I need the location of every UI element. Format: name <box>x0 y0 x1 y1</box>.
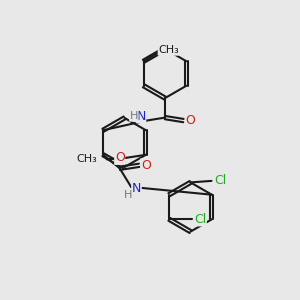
Text: Cl: Cl <box>214 174 226 188</box>
Text: N: N <box>132 182 141 195</box>
Text: H: H <box>130 111 138 121</box>
Text: Cl: Cl <box>194 213 206 226</box>
Text: CH₃: CH₃ <box>76 154 97 164</box>
Text: O: O <box>141 159 151 172</box>
Text: O: O <box>185 114 195 127</box>
Text: H: H <box>124 190 132 200</box>
Text: N: N <box>136 110 146 123</box>
Text: O: O <box>115 151 124 164</box>
Text: CH₃: CH₃ <box>158 45 179 55</box>
